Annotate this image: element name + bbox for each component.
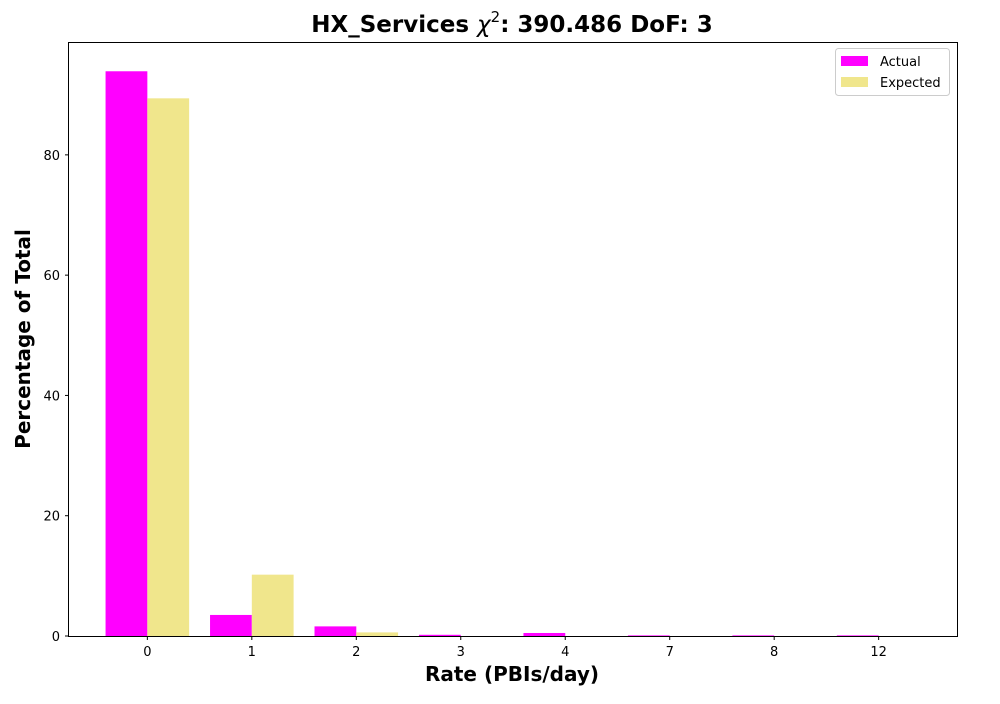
y-tick-label: 80	[43, 149, 60, 164]
x-tick-label: 0	[143, 645, 151, 660]
bar-expected-0[interactable]	[147, 98, 190, 636]
x-tick-label: 7	[666, 645, 674, 660]
chart-title-prefix: HX_Services	[311, 12, 477, 38]
x-tick-label: 1	[248, 645, 256, 660]
y-axis: 0 20 40 60 80	[43, 149, 69, 645]
x-tick-label: 2	[352, 645, 360, 660]
y-axis-label: Percentage of Total	[11, 229, 35, 449]
plot-frame	[68, 42, 958, 637]
legend-swatch-expected	[841, 77, 868, 87]
x-axis-label: Rate (PBIs/day)	[425, 662, 599, 686]
bar-expected-1[interactable]	[251, 574, 294, 636]
bar-actual-12[interactable]	[836, 635, 879, 636]
y-tick-label: 20	[43, 510, 60, 525]
legend-swatch-actual	[841, 56, 868, 66]
x-tick-label: 3	[457, 645, 465, 660]
legend[interactable]: Actual Expected	[835, 48, 950, 96]
y-tick-label: 0	[52, 630, 60, 645]
y-tick-label: 40	[43, 389, 60, 404]
chart-title-chi: χ	[475, 12, 492, 38]
y-tick-label: 60	[43, 269, 60, 284]
bar-actual-0[interactable]	[105, 71, 148, 636]
x-axis: 0 1 2 3 4 7 8 12	[143, 636, 887, 660]
x-tick-label: 4	[561, 645, 569, 660]
bar-actual-1[interactable]	[210, 614, 252, 636]
chart-title: HX_Services χ2: 390.486 DoF: 3	[311, 8, 713, 38]
x-tick-label: 12	[870, 645, 887, 660]
x-tick-label: 8	[770, 645, 778, 660]
legend-label-expected: Expected	[880, 76, 941, 91]
bar-actual-4[interactable]	[523, 632, 566, 636]
bar-actual-2[interactable]	[314, 626, 357, 636]
bar-actual-3[interactable]	[418, 634, 461, 636]
legend-label-actual: Actual	[880, 55, 921, 70]
bar-expected-2[interactable]	[356, 632, 399, 636]
bar-actual-7[interactable]	[627, 635, 670, 636]
chart-title-suffix: : 390.486 DoF: 3	[500, 12, 713, 38]
chart-title-superscript: 2	[491, 8, 501, 26]
plot-area	[105, 71, 879, 636]
bar-actual-8[interactable]	[732, 635, 775, 636]
